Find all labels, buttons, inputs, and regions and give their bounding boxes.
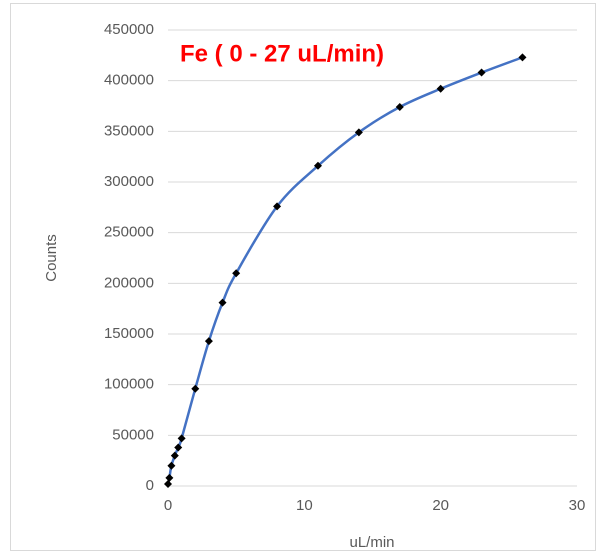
data-point <box>177 434 186 443</box>
data-point <box>273 202 282 211</box>
data-point <box>167 461 176 470</box>
y-tick-label: 350000 <box>104 122 154 139</box>
data-point <box>313 161 322 170</box>
y-tick-label: 150000 <box>104 325 154 342</box>
x-tick-label: 10 <box>296 497 313 514</box>
y-tick-label: 450000 <box>104 21 154 38</box>
data-point <box>518 53 527 62</box>
data-point <box>477 68 486 77</box>
data-point <box>395 103 404 112</box>
data-point <box>204 337 213 346</box>
y-tick-label: 200000 <box>104 274 154 291</box>
chart-frame <box>10 3 596 551</box>
data-point <box>164 479 172 488</box>
y-tick-label: 300000 <box>104 173 154 190</box>
x-axis-label: uL/min <box>349 534 394 551</box>
data-point <box>218 298 227 307</box>
data-point <box>436 84 445 93</box>
chart-title: Fe ( 0 - 27 uL/min) <box>180 40 384 67</box>
data-point <box>191 384 200 393</box>
y-axis-label: Counts <box>43 234 60 282</box>
y-tick-label: 100000 <box>104 376 154 393</box>
y-tick-label: 0 <box>146 477 154 494</box>
y-tick-label: 400000 <box>104 72 154 89</box>
data-point <box>170 451 179 460</box>
data-point <box>354 128 363 137</box>
data-point <box>232 269 241 278</box>
data-point <box>174 443 183 452</box>
y-tick-label: 50000 <box>112 426 154 443</box>
x-tick-label: 30 <box>569 497 586 514</box>
x-tick-label: 20 <box>432 497 449 514</box>
y-tick-label: 250000 <box>104 224 154 241</box>
data-point <box>165 473 174 482</box>
x-tick-label: 0 <box>164 497 172 514</box>
